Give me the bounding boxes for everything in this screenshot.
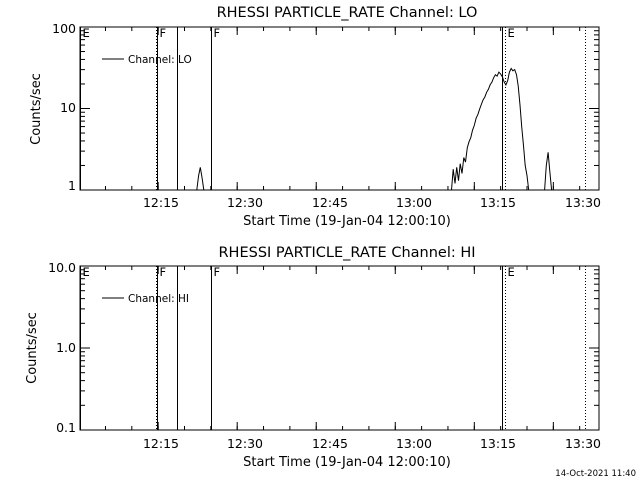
series-channel-lo [196, 67, 553, 191]
x-axis-label: Start Time (19-Jan-04 12:00:10) [243, 455, 451, 470]
x-axis-label: Start Time (19-Jan-04 12:00:10) [243, 214, 451, 229]
event-marker-label: F [214, 26, 221, 40]
x-tick-label: 12:30 [227, 436, 263, 451]
event-marker-label: F [160, 26, 167, 40]
x-tick-label: 12:45 [312, 195, 348, 210]
x-tick-label: 13:30 [565, 195, 601, 210]
event-marker-label: E [508, 26, 515, 40]
event-marker-label: F [214, 265, 221, 279]
x-tick-label: 13:15 [480, 436, 516, 451]
hi-channel-panel: RHESSI PARTICLE_RATE Channel: HI Counts/… [25, 245, 601, 470]
series-line-segment [451, 67, 534, 191]
legend-label: Channel: HI [128, 293, 189, 305]
y-tick-label: 1.0 [56, 340, 76, 355]
x-tick-label: 12:15 [143, 436, 179, 451]
chart-title: RHESSI PARTICLE_RATE Channel: LO [217, 5, 478, 21]
x-tick-label: 13:00 [396, 436, 432, 451]
axis-ticks [80, 265, 599, 431]
y-tick-label: 10.0 [48, 260, 76, 275]
event-marker-label: E [83, 265, 90, 279]
y-axis-label: Counts/sec [25, 312, 40, 384]
lo-channel-panel: RHESSI PARTICLE_RATE Channel: LO Counts/… [29, 5, 601, 229]
y-axis-label: Counts/sec [29, 73, 44, 145]
x-tick-label: 13:30 [565, 436, 601, 451]
y-tick-label: 0.1 [56, 420, 76, 435]
chart-title: RHESSI PARTICLE_RATE Channel: HI [218, 245, 475, 261]
x-tick-label: 12:15 [143, 195, 179, 210]
x-tick-label: 13:15 [480, 195, 516, 210]
y-tick-label: 100 [52, 21, 76, 36]
x-tick-label: 13:00 [396, 195, 432, 210]
legend-label: Channel: LO [128, 54, 192, 66]
event-marker-label: F [160, 265, 167, 279]
x-tick-label: 12:30 [227, 195, 263, 210]
generation-timestamp: 14-Oct-2021 11:40 [555, 469, 636, 479]
y-tick-label: 10 [60, 100, 76, 115]
series-line-segment [196, 167, 205, 191]
event-marker-label: E [83, 26, 90, 40]
series-line-segment [544, 152, 553, 191]
event-marker-label: E [508, 265, 515, 279]
x-tick-label: 12:45 [312, 436, 348, 451]
y-tick-label: 1 [68, 178, 76, 193]
